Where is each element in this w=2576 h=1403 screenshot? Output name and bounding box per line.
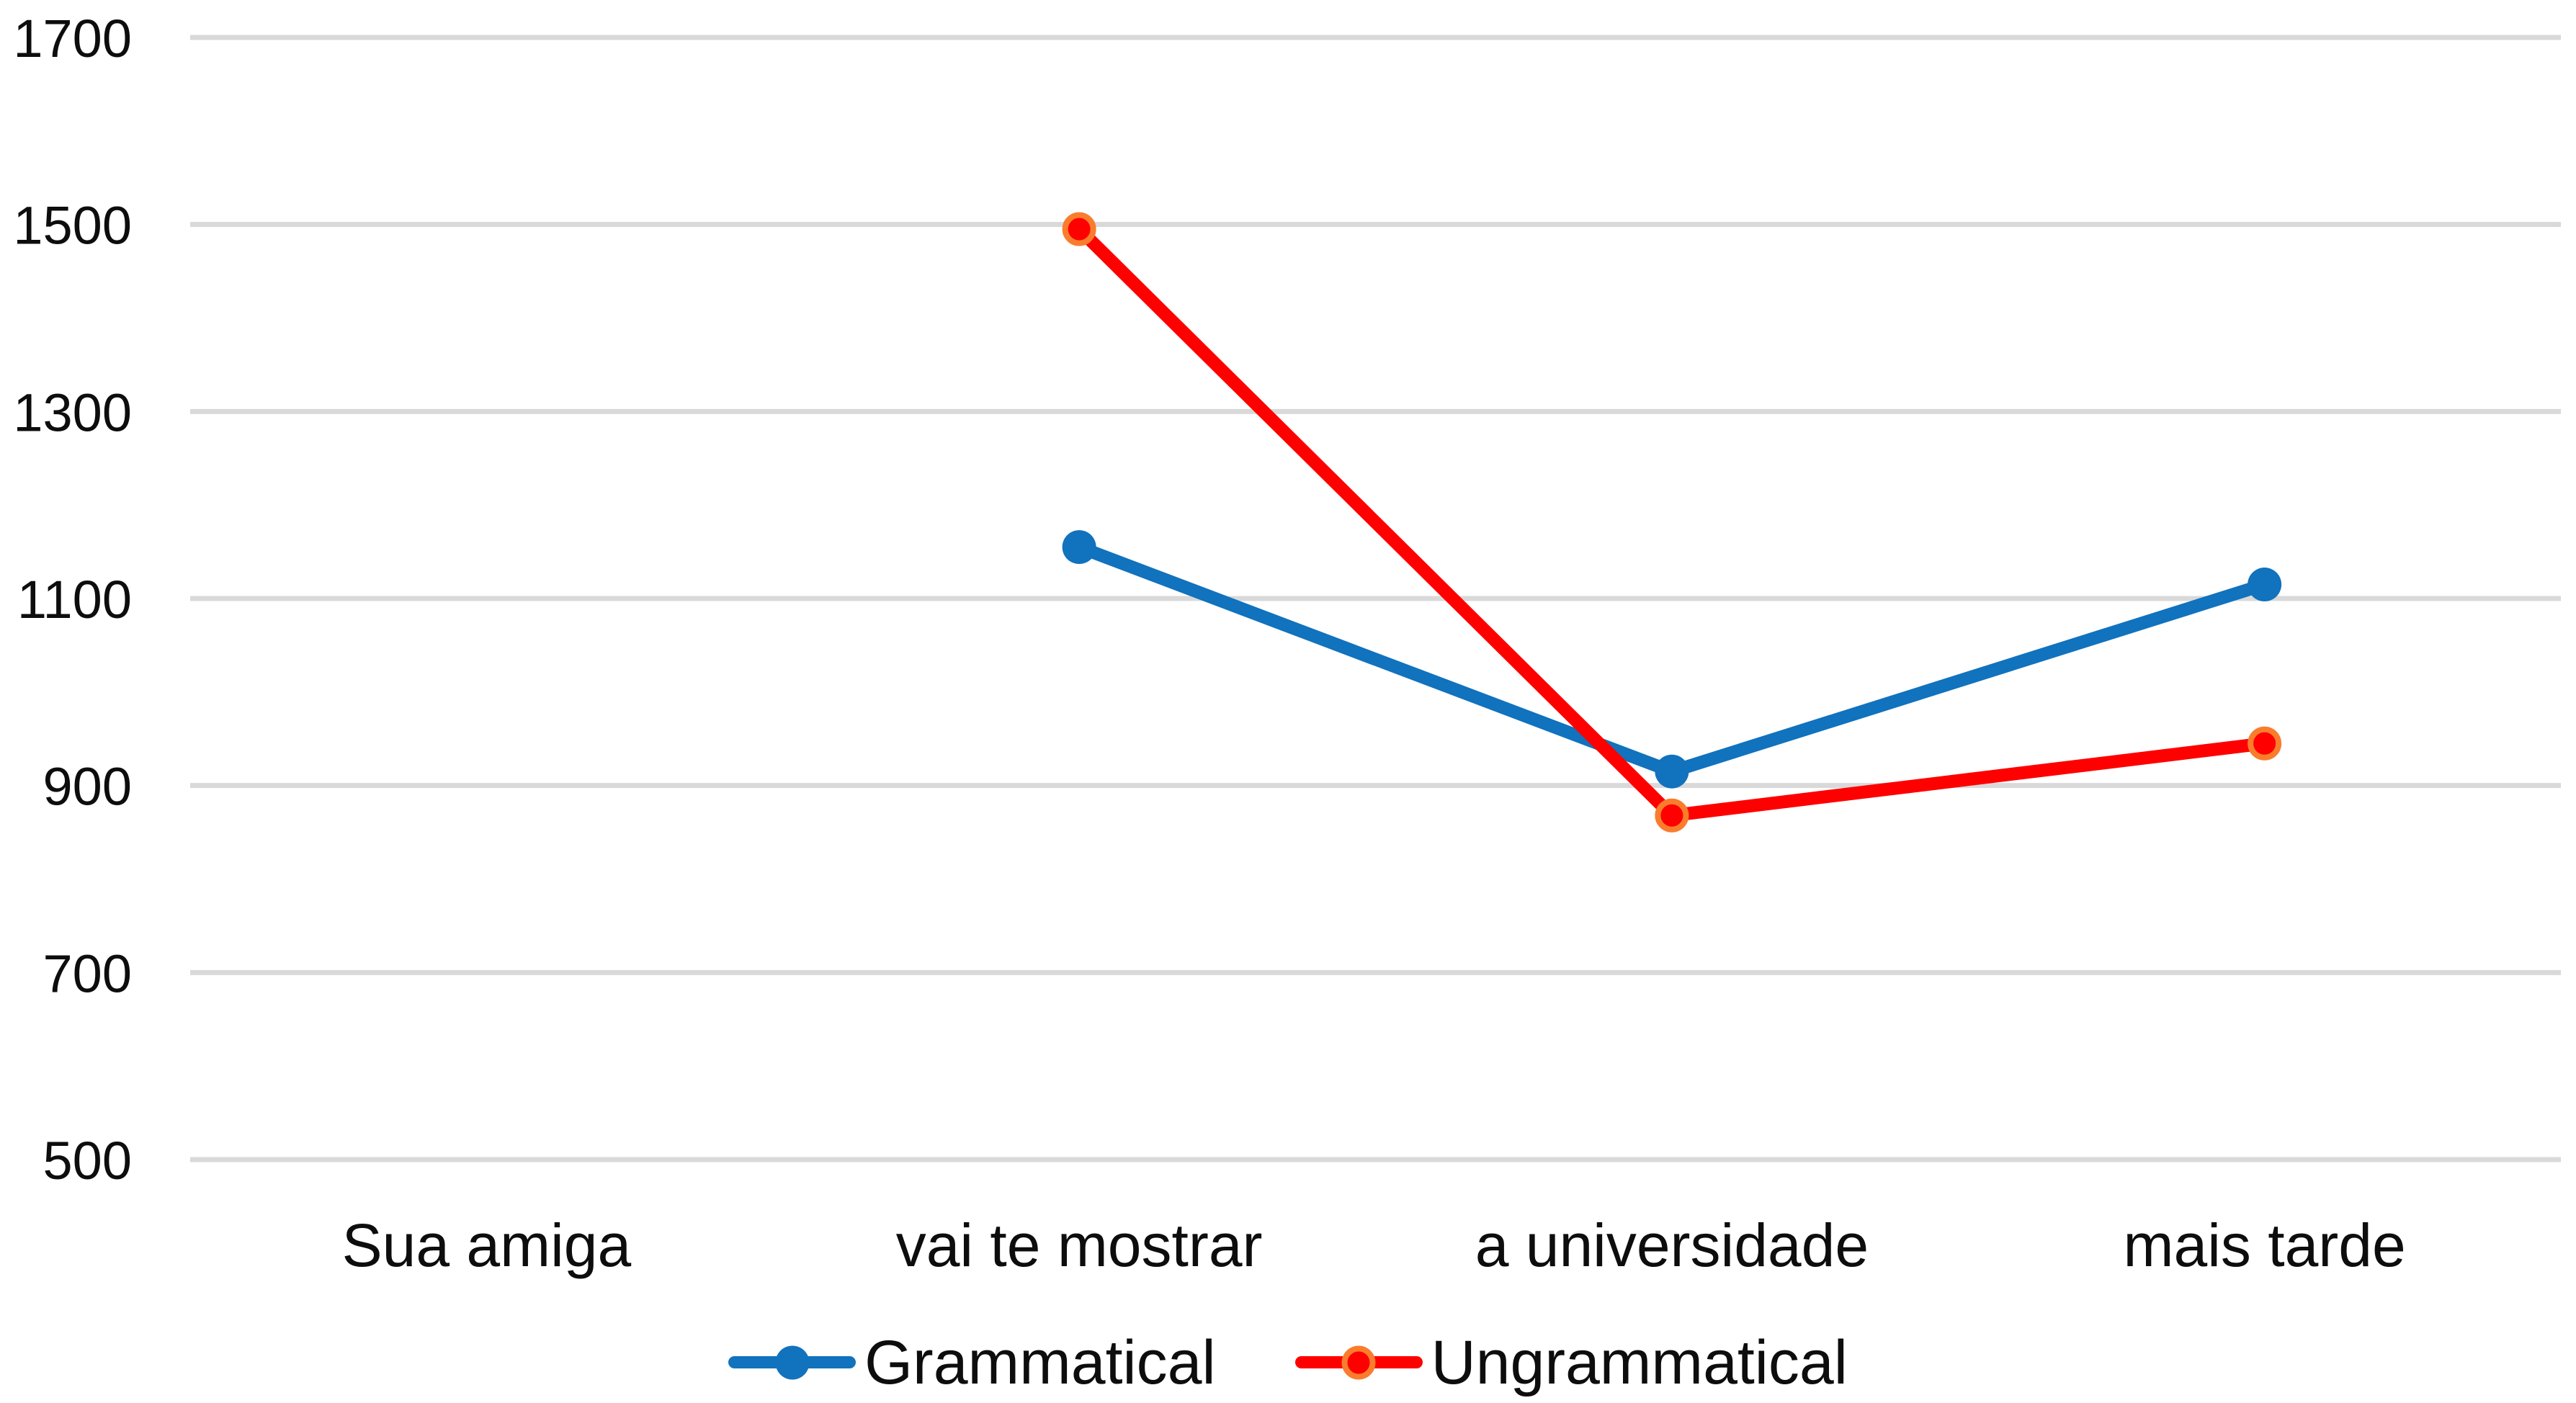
series-line-grammatical [1073, 540, 2271, 779]
legend-swatch-grammatical [728, 1341, 857, 1384]
legend-marker-icon [775, 1345, 810, 1379]
x-category-label: vai te mostrar [896, 1211, 1263, 1279]
chart-legend: Grammatical Ungrammatical [0, 1322, 2576, 1403]
data-point-grammatical-3 [2248, 568, 2282, 602]
y-tick-label: 500 [43, 1131, 132, 1191]
x-category-label: mais tarde [2124, 1211, 2406, 1279]
y-tick-label: 700 [43, 943, 132, 1003]
data-point-grammatical-2 [1655, 754, 1689, 789]
data-point-ungrammatical-3 [2248, 726, 2282, 761]
y-tick-label: 1700 [13, 9, 132, 68]
y-tick-label: 900 [43, 757, 132, 817]
y-tick-label: 1100 [17, 570, 132, 629]
y-tick-label: 1300 [13, 382, 132, 442]
legend-item-grammatical: Grammatical [728, 1327, 1216, 1397]
x-category-label: Sua amiga [342, 1211, 632, 1279]
legend-label-grammatical: Grammatical [864, 1327, 1216, 1397]
y-tick-label: 1500 [13, 196, 132, 256]
data-point-grammatical-1 [1062, 530, 1096, 565]
legend-swatch-ungrammatical [1294, 1341, 1423, 1384]
series-line-ungrammatical [1073, 223, 2271, 822]
legend-label-ungrammatical: Ungrammatical [1431, 1327, 1848, 1397]
data-point-ungrammatical-1 [1062, 212, 1096, 246]
data-point-ungrammatical-2 [1655, 798, 1689, 833]
legend-marker-icon [1341, 1345, 1376, 1379]
x-category-label: a universidade [1475, 1211, 1869, 1279]
legend-item-ungrammatical: Ungrammatical [1294, 1327, 1848, 1397]
